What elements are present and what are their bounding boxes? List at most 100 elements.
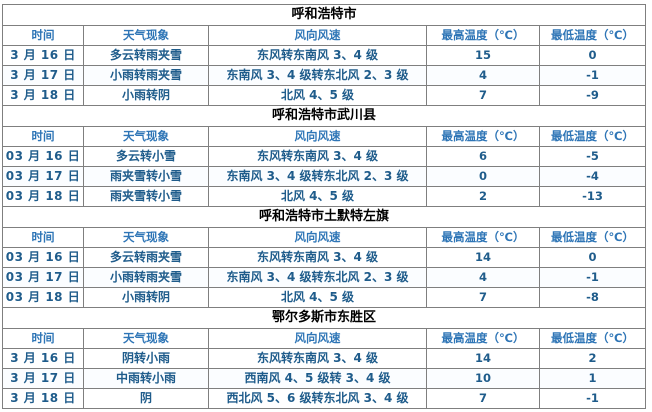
table-row: 3 月 18 日 阴 西北风 5、6 级转东北风 3、4 级 7 -1 (2, 388, 646, 409)
column-header-phenomenon: 天气现象 (83, 227, 209, 248)
cell-time: 03 月 18 日 (2, 287, 84, 308)
column-header-low-temp: 最低温度（℃） (539, 227, 646, 248)
column-header-high-temp: 最高温度（℃） (426, 227, 540, 248)
column-header-wind: 风向风速 (208, 25, 427, 46)
cell-phenomenon: 阴 (83, 388, 209, 409)
weather-forecast-table: 呼和浩特市 时间 天气现象 风向风速 最高温度（℃） 最低温度（℃） 3 月 1… (2, 4, 646, 409)
cell-phenomenon: 小雨转雨夹雪 (83, 267, 209, 288)
cell-low-temp: -8 (539, 287, 646, 308)
column-header-high-temp: 最高温度（℃） (426, 126, 540, 147)
column-header-low-temp: 最低温度（℃） (539, 328, 646, 349)
column-header-wind: 风向风速 (208, 126, 427, 147)
cell-wind: 东南风 3、4 级转东北风 2、3 级 (208, 166, 427, 187)
cell-wind: 东风转东南风 3、4 级 (208, 146, 427, 167)
cell-phenomenon: 多云转雨夹雪 (83, 45, 209, 66)
column-header-wind: 风向风速 (208, 227, 427, 248)
cell-time: 3 月 18 日 (2, 85, 84, 106)
cell-low-temp: 1 (539, 368, 646, 389)
column-header-phenomenon: 天气现象 (83, 328, 209, 349)
cell-time: 03 月 18 日 (2, 186, 84, 207)
cell-high-temp: 14 (426, 247, 540, 268)
cell-time: 3 月 18 日 (2, 388, 84, 409)
cell-time: 03 月 17 日 (2, 267, 84, 288)
cell-wind: 北风 4、5 级 (208, 186, 427, 207)
section-title-row: 呼和浩特市 (2, 4, 646, 26)
column-header-high-temp: 最高温度（℃） (426, 328, 540, 349)
cell-high-temp: 4 (426, 267, 540, 288)
column-header-phenomenon: 天气现象 (83, 126, 209, 147)
cell-low-temp: -1 (539, 267, 646, 288)
cell-high-temp: 2 (426, 186, 540, 207)
column-header-wind: 风向风速 (208, 328, 427, 349)
cell-low-temp: 0 (539, 45, 646, 66)
column-header-row: 时间 天气现象 风向风速 最高温度（℃） 最低温度（℃） (2, 328, 646, 349)
table-row: 03 月 18 日 雨夹雪转小雪 北风 4、5 级 2 -13 (2, 186, 646, 207)
table-row: 03 月 17 日 小雨转雨夹雪 东南风 3、4 级转东北风 2、3 级 4 -… (2, 267, 646, 288)
cell-wind: 东风转东南风 3、4 级 (208, 45, 427, 66)
column-header-time: 时间 (2, 126, 84, 147)
cell-low-temp: -1 (539, 388, 646, 409)
cell-time: 3 月 17 日 (2, 65, 84, 86)
cell-time: 03 月 17 日 (2, 166, 84, 187)
table-row: 3 月 16 日 阴转小雨 东风转东南风 3、4 级 14 2 (2, 348, 646, 369)
cell-time: 3 月 16 日 (2, 348, 84, 369)
section-title: 鄂尔多斯市东胜区 (2, 307, 646, 329)
table-row: 3 月 17 日 中雨转小雨 西南风 4、5 级转 3、4 级 10 1 (2, 368, 646, 389)
cell-time: 03 月 16 日 (2, 146, 84, 167)
table-row: 03 月 16 日 多云转小雪 东风转东南风 3、4 级 6 -5 (2, 146, 646, 167)
cell-wind: 西南风 4、5 级转 3、4 级 (208, 368, 427, 389)
table-row: 03 月 18 日 小雨转阴 北风 4、5 级 7 -8 (2, 287, 646, 308)
cell-low-temp: -5 (539, 146, 646, 167)
cell-high-temp: 7 (426, 287, 540, 308)
cell-high-temp: 15 (426, 45, 540, 66)
cell-low-temp: 0 (539, 247, 646, 268)
cell-time: 3 月 17 日 (2, 368, 84, 389)
section-title-row: 鄂尔多斯市东胜区 (2, 307, 646, 329)
cell-time: 3 月 16 日 (2, 45, 84, 66)
cell-time: 03 月 16 日 (2, 247, 84, 268)
table-row: 3 月 16 日 多云转雨夹雪 东风转东南风 3、4 级 15 0 (2, 45, 646, 66)
cell-high-temp: 7 (426, 85, 540, 106)
cell-low-temp: -9 (539, 85, 646, 106)
cell-high-temp: 10 (426, 368, 540, 389)
section-title-row: 呼和浩特市武川县 (2, 105, 646, 127)
cell-phenomenon: 小雨转雨夹雪 (83, 65, 209, 86)
section-title-row: 呼和浩特市土默特左旗 (2, 206, 646, 228)
column-header-time: 时间 (2, 227, 84, 248)
section-title: 呼和浩特市 (2, 4, 646, 26)
cell-high-temp: 6 (426, 146, 540, 167)
cell-wind: 北风 4、5 级 (208, 287, 427, 308)
cell-phenomenon: 小雨转阴 (83, 85, 209, 106)
cell-high-temp: 4 (426, 65, 540, 86)
cell-wind: 东风转东南风 3、4 级 (208, 348, 427, 369)
column-header-row: 时间 天气现象 风向风速 最高温度（℃） 最低温度（℃） (2, 126, 646, 147)
table-row: 3 月 18 日 小雨转阴 北风 4、5 级 7 -9 (2, 85, 646, 106)
cell-phenomenon: 雨夹雪转小雪 (83, 166, 209, 187)
table-row: 03 月 16 日 多云转雨夹雪 东风转东南风 3、4 级 14 0 (2, 247, 646, 268)
cell-phenomenon: 中雨转小雨 (83, 368, 209, 389)
cell-wind: 东南风 3、4 级转东北风 2、3 级 (208, 65, 427, 86)
cell-wind: 东南风 3、4 级转东北风 2、3 级 (208, 267, 427, 288)
cell-high-temp: 14 (426, 348, 540, 369)
section-title: 呼和浩特市土默特左旗 (2, 206, 646, 228)
column-header-phenomenon: 天气现象 (83, 25, 209, 46)
cell-wind: 东风转东南风 3、4 级 (208, 247, 427, 268)
section-title: 呼和浩特市武川县 (2, 105, 646, 127)
cell-phenomenon: 多云转小雪 (83, 146, 209, 167)
cell-phenomenon: 雨夹雪转小雪 (83, 186, 209, 207)
table-row: 3 月 17 日 小雨转雨夹雪 东南风 3、4 级转东北风 2、3 级 4 -1 (2, 65, 646, 86)
column-header-row: 时间 天气现象 风向风速 最高温度（℃） 最低温度（℃） (2, 227, 646, 248)
cell-low-temp: -1 (539, 65, 646, 86)
cell-low-temp: -4 (539, 166, 646, 187)
cell-low-temp: -13 (539, 186, 646, 207)
cell-high-temp: 7 (426, 388, 540, 409)
column-header-low-temp: 最低温度（℃） (539, 25, 646, 46)
column-header-row: 时间 天气现象 风向风速 最高温度（℃） 最低温度（℃） (2, 25, 646, 46)
column-header-high-temp: 最高温度（℃） (426, 25, 540, 46)
column-header-time: 时间 (2, 25, 84, 46)
cell-phenomenon: 多云转雨夹雪 (83, 247, 209, 268)
cell-phenomenon: 小雨转阴 (83, 287, 209, 308)
cell-wind: 西北风 5、6 级转东北风 3、4 级 (208, 388, 427, 409)
column-header-time: 时间 (2, 328, 84, 349)
